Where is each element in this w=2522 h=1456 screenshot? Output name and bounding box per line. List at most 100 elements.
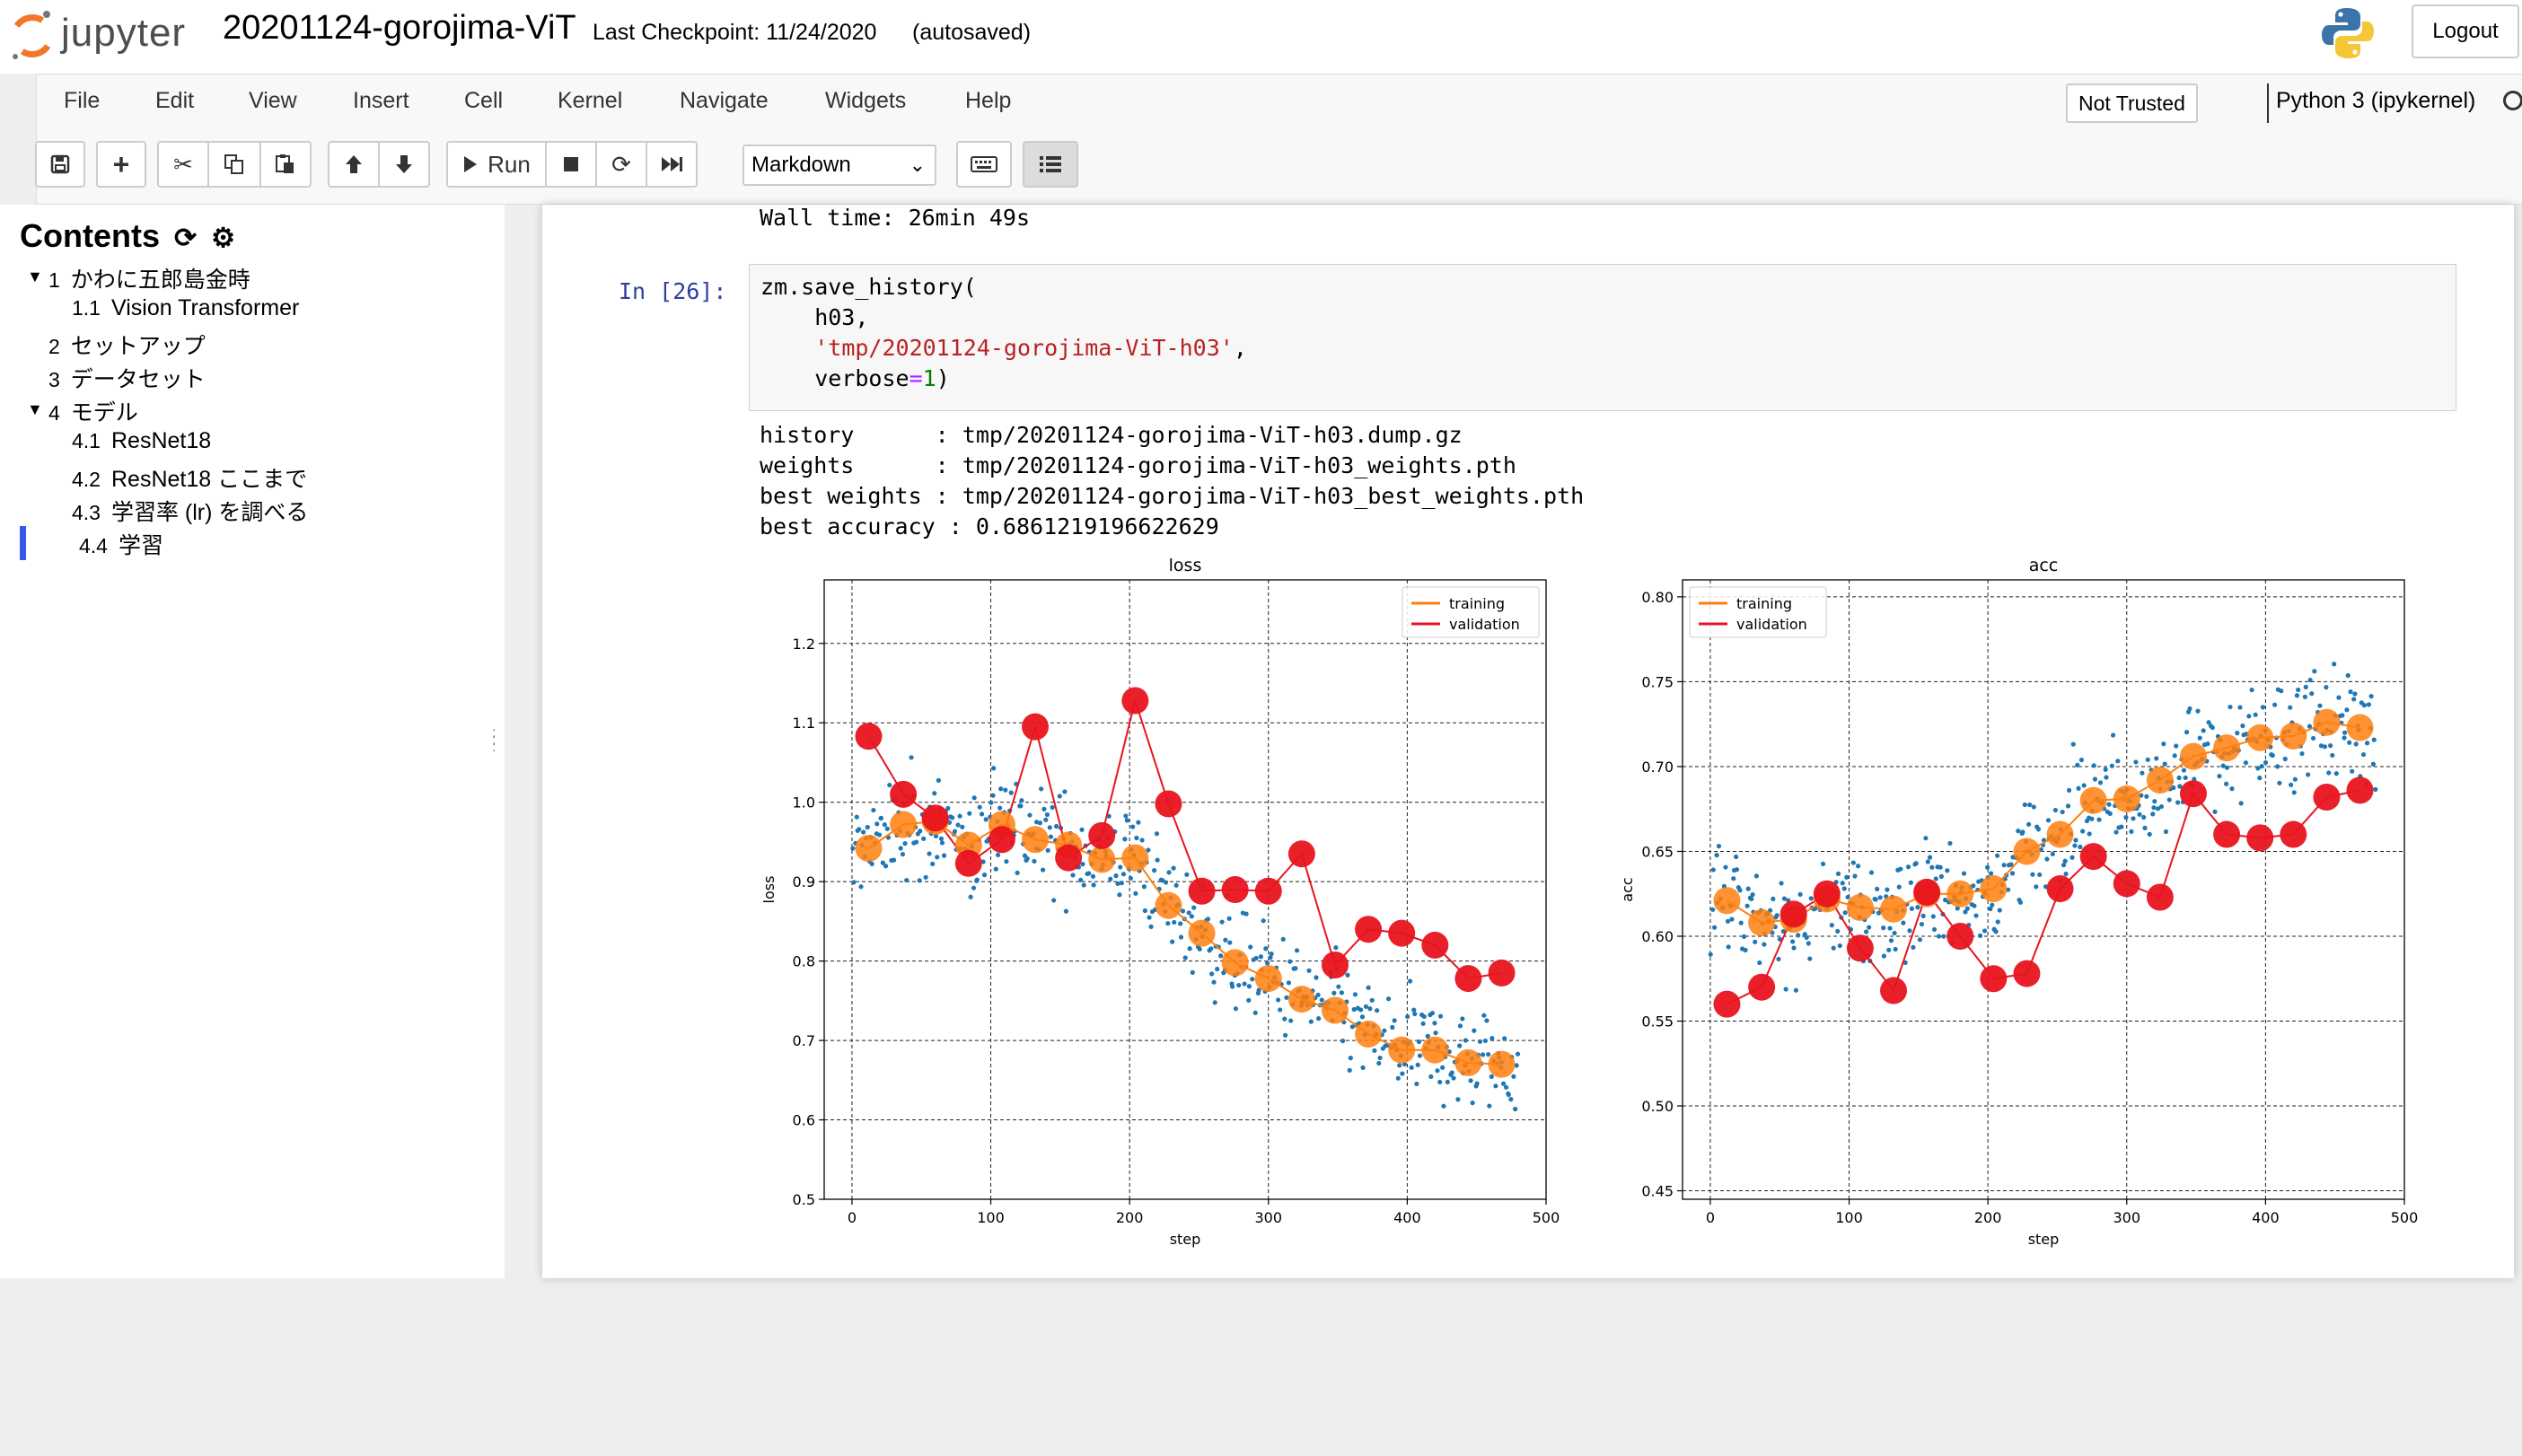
jupyter-logo[interactable]: jupyter	[6, 9, 208, 65]
validation-point	[1188, 877, 1216, 905]
toc-item-4-4[interactable]: 4.4 学習	[79, 533, 163, 558]
paste-button[interactable]	[259, 141, 312, 188]
batch-point	[1771, 896, 1776, 901]
restart-icon: ⟳	[611, 150, 631, 178]
batch-point	[1831, 945, 1836, 951]
batch-point	[2342, 730, 2348, 735]
move-up-button[interactable]	[328, 141, 380, 188]
training-point	[890, 811, 918, 838]
sidebar-resize-handle[interactable]: :::	[492, 725, 496, 755]
batch-point	[1063, 908, 1068, 914]
refresh-icon[interactable]: ⟳	[174, 224, 198, 253]
batch-point	[1875, 886, 1880, 891]
menu-edit[interactable]: Edit	[155, 88, 195, 113]
insert-cell-button[interactable]: +	[96, 141, 146, 188]
batch-point	[1500, 1081, 1507, 1086]
batch-point	[1142, 908, 1147, 914]
toc-item-4-3[interactable]: 4.3 学習率 (lr) を調べる	[72, 500, 309, 525]
batch-point	[2070, 741, 2076, 747]
training-point	[2146, 767, 2174, 794]
validation-point	[1088, 821, 1116, 849]
move-down-button[interactable]	[378, 141, 430, 188]
menu-file[interactable]: File	[64, 88, 101, 113]
batch-point	[1762, 942, 1767, 947]
loss-plot: loss 0 100 200 300 400 500 0.5 0.6 0.7 0.8 0.9 1.0 1.…	[760, 558, 1560, 1248]
batch-point	[1226, 916, 1232, 921]
fast-forward-icon	[662, 157, 682, 171]
toc-toggle-button[interactable]	[1023, 141, 1078, 188]
batch-point	[1421, 1013, 1427, 1020]
batch-point	[2371, 737, 2377, 742]
batch-point	[1515, 1051, 1521, 1057]
copy-button[interactable]	[207, 141, 261, 188]
batch-point	[1738, 920, 1744, 925]
acc-plot: acc 0 100 200 300 400 500 0.45 0.50 0.55 0.60 0.65 0…	[1619, 558, 2418, 1248]
toc-item-2[interactable]: 2 セットアップ	[48, 334, 206, 359]
run-button[interactable]: Run	[446, 141, 547, 188]
batch-point	[2237, 705, 2243, 710]
batch-point	[1947, 840, 1953, 846]
batch-point	[2352, 691, 2358, 697]
training-point	[2046, 820, 2074, 848]
trust-button[interactable]: Not Trusted	[2066, 83, 2198, 123]
menu-widgets[interactable]: Widgets	[825, 88, 907, 113]
batch-point	[1212, 1000, 1217, 1005]
restart-button[interactable]: ⟳	[595, 141, 647, 188]
command-palette-button[interactable]	[956, 141, 1012, 188]
toc-item-1-1[interactable]: 1.1 Vision Transformer	[72, 295, 300, 320]
batch-point	[2140, 770, 2145, 776]
cell-type-select[interactable]: Markdown ⌄	[743, 145, 936, 186]
menu-kernel[interactable]: Kernel	[558, 88, 623, 113]
toc-collapse-icon[interactable]: ▼	[27, 400, 43, 418]
restart-run-all-button[interactable]	[646, 141, 698, 188]
interrupt-button[interactable]	[545, 141, 597, 188]
save-button[interactable]	[35, 141, 85, 188]
cut-button[interactable]: ✂	[157, 141, 209, 188]
x-tick-label: 200	[1116, 1209, 1144, 1226]
toc-item-1[interactable]: 1 かわに五郎島金時	[48, 268, 250, 293]
x-tick-label: 400	[1393, 1209, 1421, 1226]
batch-point	[2062, 858, 2068, 864]
batch-point	[2272, 702, 2278, 707]
batch-point	[983, 817, 989, 822]
batch-point	[1120, 872, 1127, 877]
menubar: File Edit View Insert Cell Kernel Naviga…	[35, 74, 2522, 205]
batch-point	[2282, 756, 2288, 762]
kernel-name[interactable]: Python 3 (ipykernel)	[2276, 88, 2476, 113]
cell-type-value: Markdown	[751, 153, 851, 177]
menu-help[interactable]: Help	[965, 88, 1012, 113]
toc-item-3[interactable]: 3 データセット	[48, 367, 206, 392]
menu-cell[interactable]: Cell	[464, 88, 504, 113]
toc-item-4[interactable]: 4 モデル	[48, 400, 138, 425]
batch-point	[2326, 770, 2332, 776]
menu-insert[interactable]: Insert	[353, 88, 409, 113]
save-icon	[50, 154, 70, 174]
code-cell-input[interactable]: zm.save_history( h03, 'tmp/20201124-goro…	[749, 264, 2456, 411]
menu-view[interactable]: View	[249, 88, 297, 113]
y-axis-label: acc	[1619, 877, 1636, 901]
batch-point	[917, 878, 922, 883]
batch-point	[1294, 948, 1300, 953]
notebook-title[interactable]: 20201124-gorojima-ViT	[223, 9, 576, 47]
toc-item-4-2[interactable]: 4.2 ResNet18 ここまで	[72, 467, 308, 492]
menu-navigate[interactable]: Navigate	[680, 88, 769, 113]
toc-collapse-icon[interactable]: ▼	[27, 268, 43, 285]
toc-item-4-1[interactable]: 4.1 ResNet18	[72, 428, 212, 453]
batch-point	[909, 755, 914, 760]
logout-button[interactable]: Logout	[2412, 4, 2519, 58]
batch-point	[1122, 837, 1128, 842]
training-point	[1088, 846, 1116, 873]
x-tick-label: 300	[1254, 1209, 1282, 1226]
batch-point	[1938, 873, 1944, 879]
validation-point	[2013, 960, 2041, 987]
batch-point	[2322, 744, 2328, 750]
gear-icon[interactable]: ⚙	[211, 224, 236, 253]
validation-point	[1388, 919, 1416, 947]
batch-point	[2037, 872, 2043, 878]
batch-point	[2275, 764, 2280, 769]
batch-point	[1942, 897, 1948, 903]
batch-point	[1372, 1048, 1377, 1053]
batch-point	[1358, 1007, 1364, 1013]
batch-point	[884, 826, 890, 831]
batch-point	[1218, 953, 1224, 959]
